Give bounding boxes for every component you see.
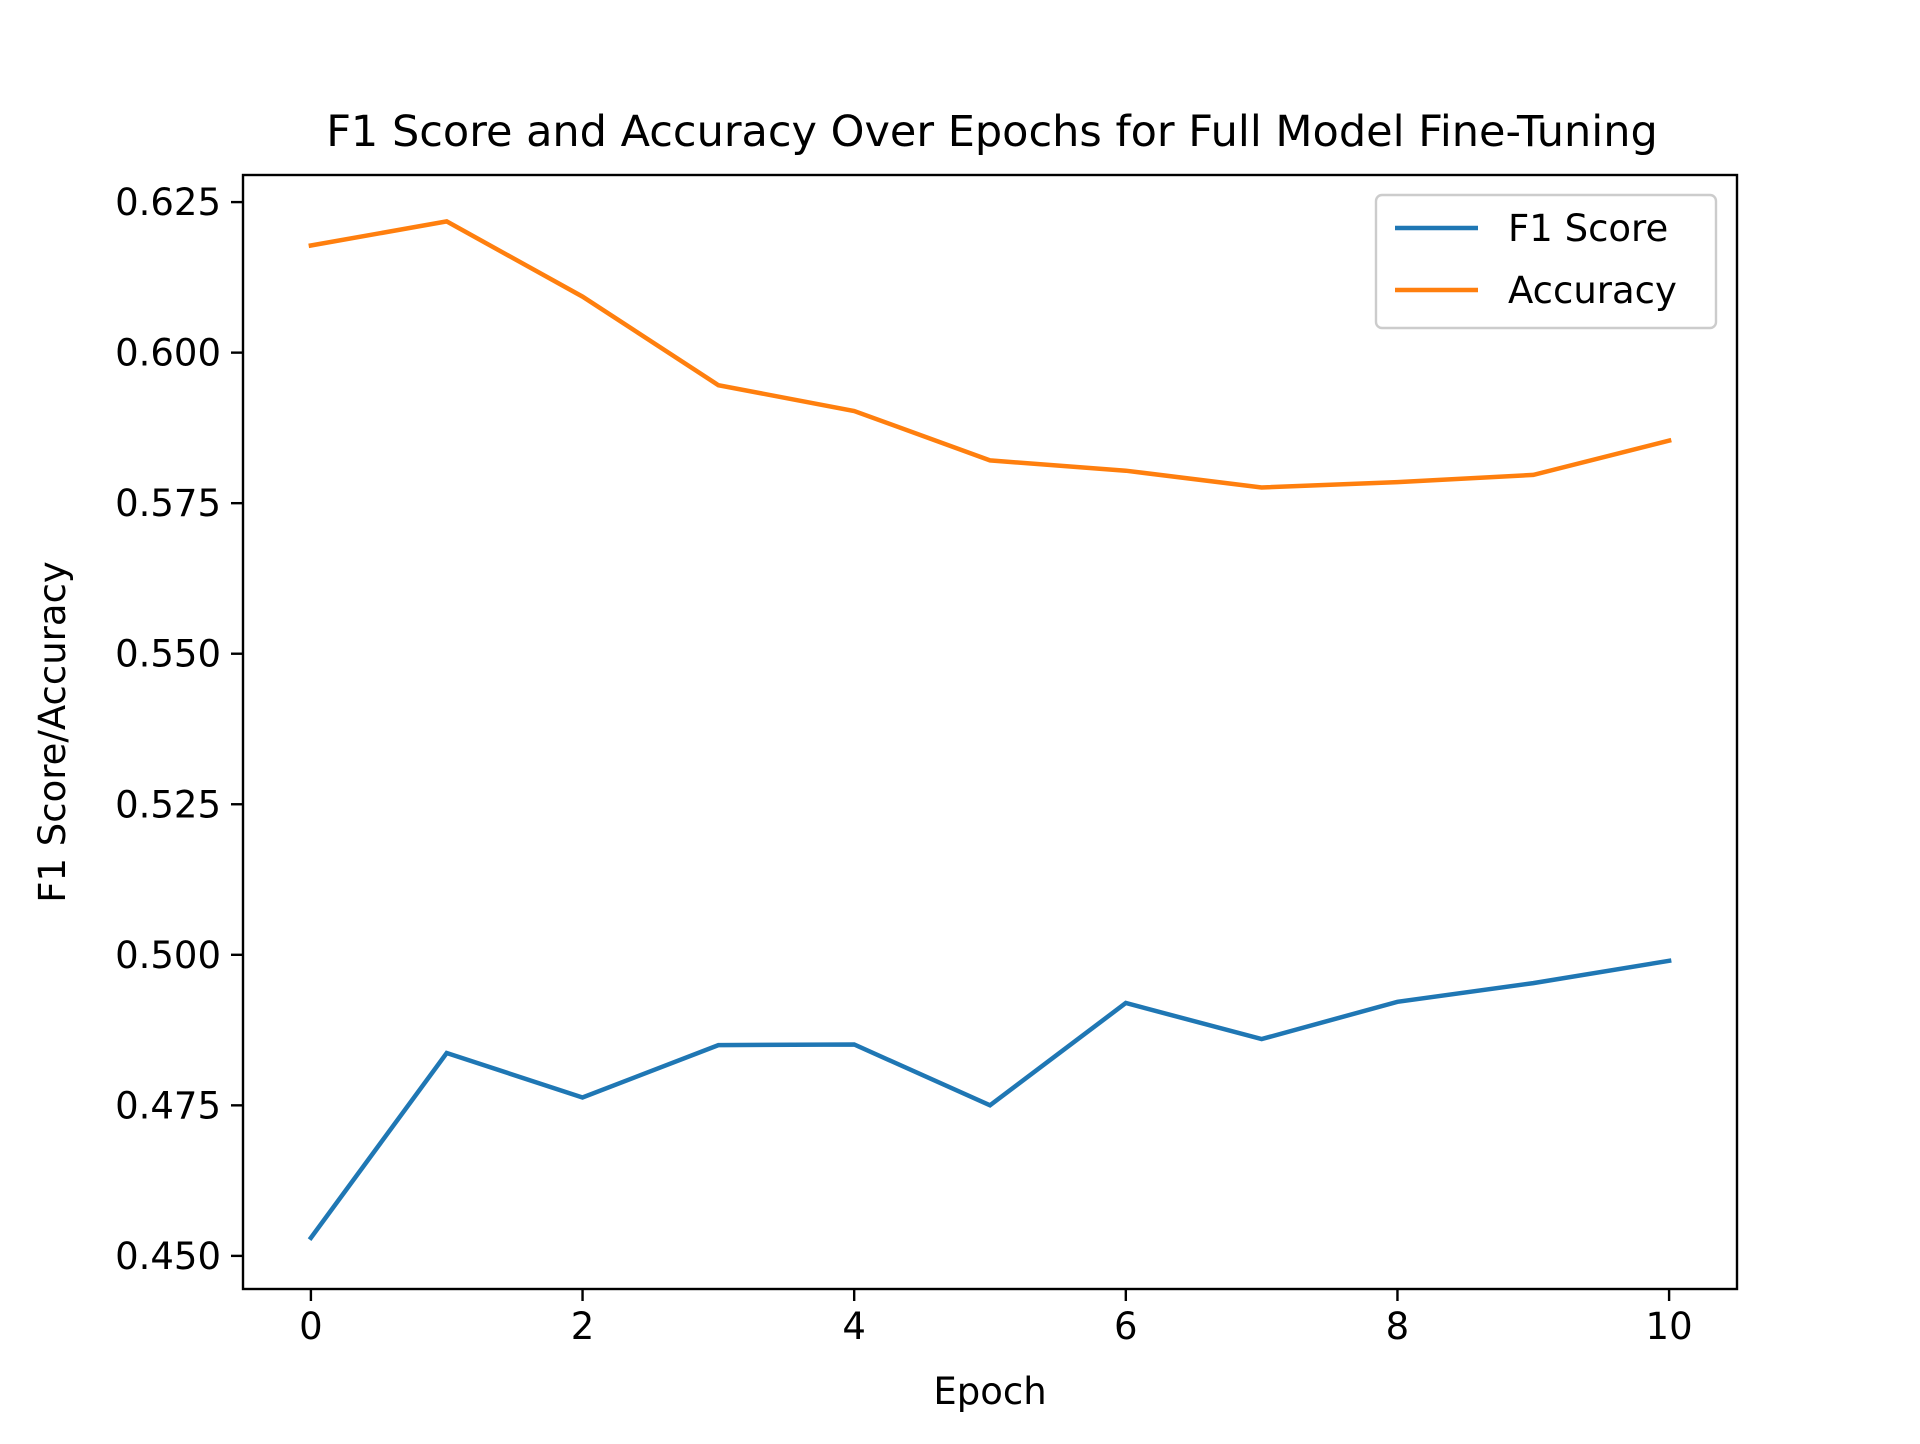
- x-tick-label: 0: [299, 1305, 323, 1348]
- series-line-1: [308, 219, 1672, 490]
- legend: F1 Score Accuracy: [1374, 193, 1718, 330]
- x-tick-label: 8: [1386, 1305, 1410, 1348]
- y-tick-label: 0.450: [115, 1235, 221, 1278]
- x-tick-label: 6: [1114, 1305, 1138, 1348]
- y-tick-label: 0.475: [115, 1084, 221, 1127]
- x-axis-label: Epoch: [933, 1370, 1046, 1413]
- x-tick-label: 2: [571, 1305, 595, 1348]
- y-tick-label: 0.500: [115, 934, 221, 977]
- x-axis: 0 2 4 6 8 10: [299, 1289, 1693, 1348]
- y-tick-label: 0.575: [115, 482, 221, 525]
- legend-label-0: F1 Score: [1508, 207, 1668, 250]
- chart-title: F1 Score and Accuracy Over Epochs for Fu…: [326, 107, 1658, 157]
- plot-frame: [241, 173, 1739, 1291]
- y-axis: 0.450 0.475 0.500 0.525 0.550 0.575 0.600 0.625: [115, 181, 243, 1278]
- series-line-0: [307, 958, 1672, 1241]
- legend-items: F1 Score Accuracy: [1395, 207, 1677, 312]
- y-tick-label: 0.525: [115, 783, 221, 826]
- plot-lines: [307, 219, 1672, 1241]
- legend-label-1: Accuracy: [1508, 269, 1677, 312]
- y-tick-label: 0.550: [115, 633, 221, 676]
- x-tick-label: 4: [842, 1305, 866, 1348]
- y-tick-label: 0.625: [115, 181, 221, 224]
- y-axis-label: F1 Score/Accuracy: [31, 561, 74, 903]
- x-tick-label: 10: [1646, 1305, 1693, 1348]
- y-tick-label: 0.600: [115, 332, 221, 375]
